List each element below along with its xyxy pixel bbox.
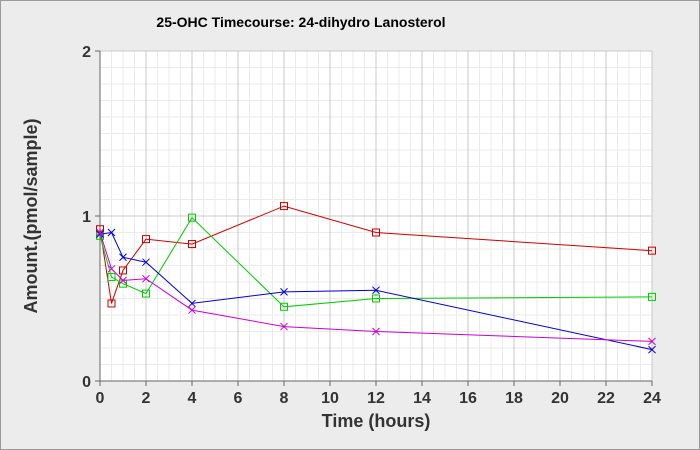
data-point-marker	[96, 228, 104, 237]
data-point-marker	[107, 273, 116, 282]
data-point-marker	[119, 266, 127, 275]
series-line	[99, 216, 653, 308]
data-point-marker	[648, 345, 656, 354]
series-3	[96, 228, 656, 354]
data-point-marker	[280, 322, 288, 331]
y-tick-label: 0	[82, 374, 91, 391]
data-point-marker	[280, 288, 288, 296]
x-tick-label: 16	[459, 390, 477, 407]
x-tick-label: 18	[505, 390, 523, 407]
data-point-marker	[119, 253, 127, 262]
series-line	[99, 231, 653, 351]
x-tick-label: 0	[96, 390, 105, 407]
chart-title: 25-OHC Timecourse: 24-dihydro Lanosterol	[156, 14, 445, 30]
data-point-marker	[142, 289, 150, 298]
data-point-marker	[372, 327, 380, 336]
data-point-marker	[280, 202, 288, 211]
x-tick-label: 20	[551, 390, 569, 407]
x-tick-label: 8	[280, 390, 289, 407]
data-point-marker	[142, 274, 150, 283]
y-axis-label: Amount.(pmol/sample)	[21, 118, 41, 313]
data-point-marker	[188, 306, 196, 314]
y-tick-label: 1	[82, 209, 91, 226]
major-grid	[99, 50, 653, 382]
x-tick-label: 24	[643, 390, 661, 407]
x-tick-label: 2	[142, 390, 151, 407]
data-point-marker	[188, 299, 196, 308]
x-tick-label: 10	[321, 390, 339, 407]
data-point-marker	[648, 246, 656, 255]
data-point-marker	[280, 302, 288, 311]
data-point-marker	[372, 294, 380, 303]
data-point-marker	[119, 276, 127, 285]
data-point-marker	[188, 240, 196, 249]
x-tick-label: 6	[234, 390, 243, 407]
data-point-marker	[142, 258, 150, 267]
data-point-marker	[188, 213, 196, 222]
data-point-marker	[107, 264, 116, 273]
x-tick-label: 4	[188, 390, 197, 407]
data-point-marker	[372, 228, 380, 237]
axes	[95, 50, 653, 386]
x-tick-label: 14	[413, 390, 431, 407]
y-tick-label: 2	[82, 44, 91, 61]
data-point-marker	[142, 235, 150, 244]
x-axis-label: Time (hours)	[322, 411, 431, 431]
x-tick-label: 12	[367, 390, 385, 407]
data-point-marker	[648, 292, 656, 301]
data-point-marker	[372, 286, 380, 295]
data-point-marker	[648, 337, 656, 346]
data-point-marker	[107, 299, 116, 308]
x-tick-label: 22	[597, 390, 615, 407]
series-layer	[96, 202, 656, 354]
series-4	[96, 228, 656, 346]
data-point-marker	[107, 228, 116, 237]
series-line	[99, 205, 653, 304]
